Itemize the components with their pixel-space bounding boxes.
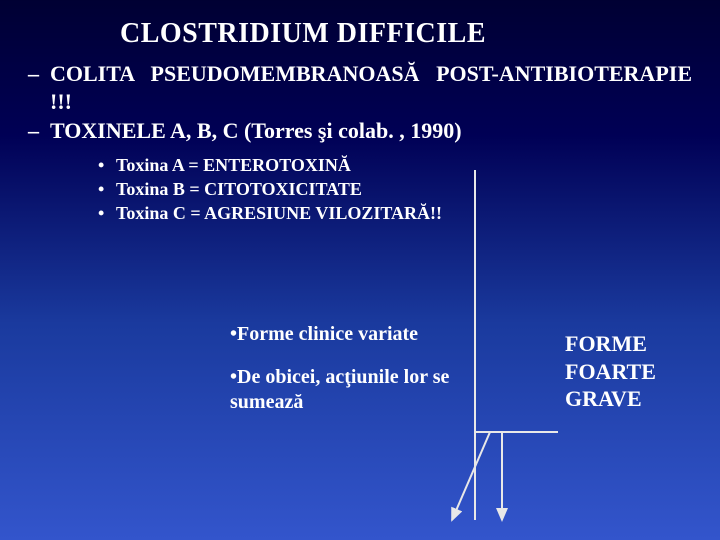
sub-item-1: •Toxina B = CITOTOXICITATE bbox=[98, 177, 692, 201]
main-item-1: – TOXINELE A, B, C (Torres şi colab. , 1… bbox=[28, 117, 692, 145]
sub-item-text: Toxina A = ENTEROTOXINĂ bbox=[116, 155, 351, 175]
main-item-text: TOXINELE A, B, C (Torres şi colab. , 199… bbox=[50, 117, 692, 145]
sub-item-text: Toxina B = CITOTOXICITATE bbox=[116, 179, 362, 199]
sub-list: •Toxina A = ENTEROTOXINĂ •Toxina B = CIT… bbox=[28, 147, 692, 226]
right-label: FORME FOARTE GRAVE bbox=[565, 330, 656, 413]
bullet-icon: • bbox=[98, 201, 116, 225]
main-item-0: – COLITA PSEUDOMEMBRANOASĂ POST-ANTIBIOT… bbox=[28, 60, 692, 115]
main-list: – COLITA PSEUDOMEMBRANOASĂ POST-ANTIBIOT… bbox=[0, 50, 720, 225]
slide-title: CLOSTRIDIUM DIFFICILE bbox=[0, 0, 720, 50]
sub-item-text: Toxina C = AGRESIUNE VILOZITARĂ!! bbox=[116, 203, 442, 223]
bullet-icon: • bbox=[98, 177, 116, 201]
sub-item-0: •Toxina A = ENTEROTOXINĂ bbox=[98, 153, 692, 177]
dash-icon: – bbox=[28, 117, 50, 145]
lower-item-text: Forme clinice variate bbox=[237, 323, 418, 345]
right-label-line: FOARTE bbox=[565, 358, 656, 386]
dash-icon: – bbox=[28, 60, 50, 115]
main-item-text: COLITA PSEUDOMEMBRANOASĂ POST-ANTIBIOTER… bbox=[50, 60, 692, 115]
lower-item-0: •Forme clinice variate bbox=[230, 322, 460, 347]
arrow-1 bbox=[452, 432, 490, 520]
right-label-line: GRAVE bbox=[565, 385, 656, 413]
sub-item-2: •Toxina C = AGRESIUNE VILOZITARĂ!! bbox=[98, 201, 692, 225]
lower-item-1: •De obicei, acţiunile lor se sumează bbox=[230, 365, 460, 415]
lower-block: •Forme clinice variate •De obicei, acţiu… bbox=[230, 322, 460, 433]
lower-item-text: De obicei, acţiunile lor se sumează bbox=[230, 366, 449, 413]
right-label-line: FORME bbox=[565, 330, 656, 358]
bullet-icon: • bbox=[98, 153, 116, 177]
